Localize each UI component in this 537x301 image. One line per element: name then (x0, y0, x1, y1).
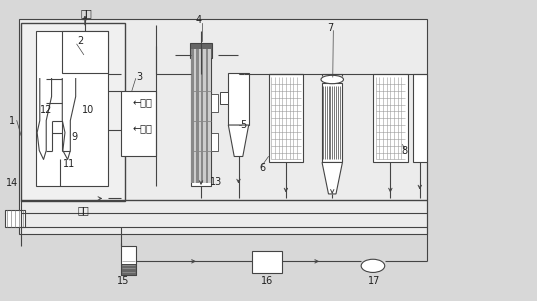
Bar (201, 49, 204, 183)
Text: ←空气: ←空气 (133, 98, 153, 107)
Bar (413, 74, 426, 163)
Bar (19, 19, 426, 234)
Bar (35, 31, 108, 186)
Text: 5: 5 (240, 120, 246, 130)
Bar (5, 210, 25, 227)
Bar (252, 251, 282, 273)
Text: 蔭汽: 蔭汽 (78, 205, 90, 216)
Text: 7: 7 (327, 23, 333, 33)
Text: 14: 14 (6, 178, 19, 188)
Text: 13: 13 (211, 177, 223, 187)
Bar (21, 23, 126, 201)
Polygon shape (322, 163, 343, 194)
Bar (211, 132, 217, 150)
Text: 9: 9 (71, 132, 78, 142)
Text: 4: 4 (196, 15, 202, 25)
Bar (211, 94, 217, 112)
Bar (190, 43, 212, 57)
Bar (199, 49, 201, 183)
Bar (191, 46, 211, 186)
Circle shape (361, 259, 384, 272)
Text: 15: 15 (117, 276, 129, 286)
Bar (194, 49, 196, 183)
Text: 10: 10 (82, 105, 94, 115)
Polygon shape (228, 125, 249, 157)
Bar (121, 264, 136, 275)
Text: 8: 8 (401, 145, 407, 156)
Text: 6: 6 (259, 163, 265, 173)
Bar (196, 49, 199, 183)
Text: 12: 12 (40, 105, 53, 115)
Text: 17: 17 (368, 276, 381, 286)
Bar (220, 92, 228, 104)
Text: 1: 1 (10, 116, 16, 126)
Text: ←空气: ←空气 (133, 123, 153, 133)
Bar (121, 247, 136, 275)
Text: 2: 2 (77, 36, 83, 46)
Bar (322, 83, 343, 163)
Text: 3: 3 (136, 72, 142, 82)
Bar (373, 74, 408, 163)
Bar (191, 49, 194, 183)
Text: 燃气: 燃气 (81, 8, 92, 18)
Bar (208, 49, 211, 183)
Bar (62, 31, 108, 73)
Bar (206, 49, 208, 183)
Ellipse shape (321, 75, 344, 84)
Bar (121, 91, 156, 157)
Text: 16: 16 (262, 276, 273, 286)
Bar (228, 73, 249, 125)
Bar (204, 49, 206, 183)
Text: 11: 11 (63, 159, 75, 169)
Bar (268, 74, 303, 163)
